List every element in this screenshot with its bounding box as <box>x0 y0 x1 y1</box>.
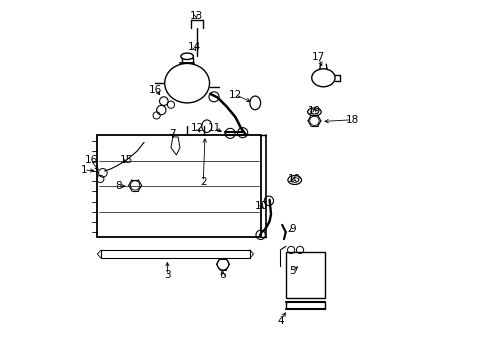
Text: 10: 10 <box>255 201 268 211</box>
Text: 16: 16 <box>149 85 162 95</box>
Polygon shape <box>171 137 180 155</box>
Text: 11: 11 <box>207 123 220 133</box>
Text: 12: 12 <box>228 90 241 100</box>
Text: 7: 7 <box>168 129 175 139</box>
Text: 10: 10 <box>287 174 300 184</box>
Text: 8: 8 <box>115 181 122 191</box>
Bar <box>97 135 260 237</box>
Text: 3: 3 <box>164 270 170 280</box>
Text: 1: 1 <box>81 165 87 175</box>
Text: 15: 15 <box>120 154 133 165</box>
Text: 19: 19 <box>307 106 321 116</box>
Text: 13: 13 <box>189 11 203 21</box>
Bar <box>101 250 249 258</box>
Text: 4: 4 <box>277 316 283 325</box>
Text: 6: 6 <box>219 270 226 280</box>
Text: 18: 18 <box>345 115 358 125</box>
Ellipse shape <box>164 63 209 103</box>
Text: 17: 17 <box>311 52 324 62</box>
Ellipse shape <box>181 53 193 59</box>
Ellipse shape <box>311 69 334 87</box>
Text: 14: 14 <box>187 42 201 52</box>
Text: 9: 9 <box>288 225 295 234</box>
Text: 12: 12 <box>191 123 204 133</box>
Text: 16: 16 <box>84 155 98 165</box>
Bar <box>285 252 325 298</box>
Text: 5: 5 <box>289 266 296 276</box>
Text: 2: 2 <box>200 177 206 187</box>
